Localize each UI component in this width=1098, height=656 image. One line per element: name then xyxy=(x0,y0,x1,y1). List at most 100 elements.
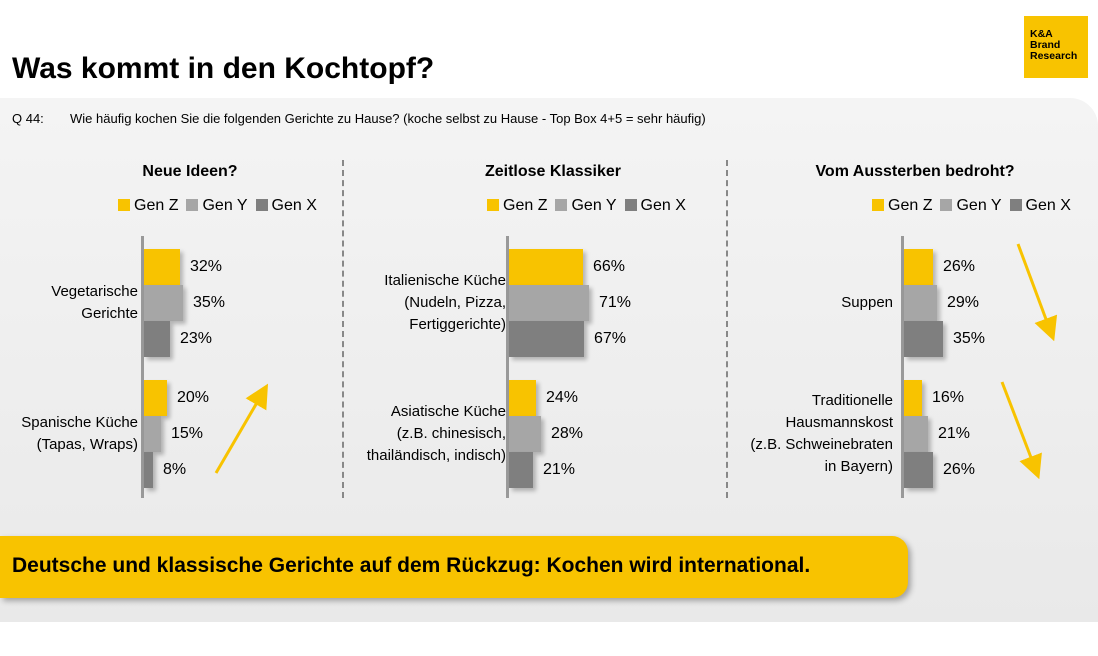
logo-line-1: K&A xyxy=(1030,28,1053,40)
category-label-line: Spanische Küche xyxy=(21,414,138,431)
chart-axis-2 xyxy=(901,236,904,498)
legend-swatch xyxy=(255,199,268,211)
legend-item: Gen X xyxy=(624,197,686,214)
category-label: Asiatische Küche (z.B. chinesisch, thailän… xyxy=(286,401,506,467)
bar-gen-y xyxy=(509,285,589,321)
category-label-line: (z.B. chinesisch, xyxy=(396,425,506,442)
legend-swatch xyxy=(940,199,953,211)
bar-value-label: 67% xyxy=(594,330,627,347)
legend-label: Gen Y xyxy=(571,197,617,214)
legend-label: Gen X xyxy=(271,197,317,214)
bar-value-label: 21% xyxy=(543,461,576,478)
bar-value-label: 16% xyxy=(932,389,965,406)
brand-logo: K&A Brand Research xyxy=(1024,16,1088,78)
logo-line-2: Brand xyxy=(1030,39,1061,51)
chart-legend-1: Gen Z Gen Y Gen X xyxy=(487,197,694,215)
question-number: Q 44: xyxy=(12,111,44,126)
bar-gen-y xyxy=(904,416,928,452)
category-label-line: Hausmannskost xyxy=(785,414,893,431)
bar-value-label: 35% xyxy=(953,330,986,347)
legend-label: Gen X xyxy=(1025,197,1071,214)
content-panel xyxy=(0,98,1098,622)
chart-legend-2: Gen Z Gen Y Gen X xyxy=(872,197,1079,215)
legend-swatch xyxy=(1009,199,1022,211)
chart-title-1: Zeitlose Klassiker xyxy=(484,163,622,180)
bar-value-label: 29% xyxy=(947,294,980,311)
bar-value-label: 35% xyxy=(193,294,226,311)
category-label-line: Italienische Küche xyxy=(384,272,506,289)
bar-gen-z xyxy=(904,380,922,416)
bar-value-label: 66% xyxy=(593,258,626,275)
chart-title-0: Neue Ideen? xyxy=(142,163,238,180)
legend-label: Gen Y xyxy=(202,197,248,214)
trend-up-arrow xyxy=(214,383,269,474)
category-label-line: Asiatische Küche xyxy=(390,403,506,420)
legend-item: Gen Y xyxy=(940,197,1002,214)
category-label-line: (Nudeln, Pizza, xyxy=(404,294,506,311)
bar-gen-z xyxy=(904,249,933,285)
legend-item: Gen X xyxy=(255,197,317,214)
legend-swatch xyxy=(487,199,499,211)
legend-item: Gen Z xyxy=(118,197,178,214)
category-label-line: Traditionelle xyxy=(811,392,893,409)
bar-value-label: 71% xyxy=(599,294,632,311)
bar-gen-x xyxy=(144,452,153,488)
legend-label: Gen Z xyxy=(888,197,933,214)
bar-value-label: 21% xyxy=(938,425,971,442)
bar-gen-x xyxy=(904,452,933,488)
bar-gen-y xyxy=(144,285,183,321)
category-label-line: Suppen xyxy=(841,294,893,311)
category-label-line: Gerichte xyxy=(81,305,138,322)
category-label: Spanische Küche (Tapas, Wraps) xyxy=(0,412,138,456)
section-divider-2 xyxy=(726,160,728,498)
category-label-line: Vegetarische xyxy=(51,283,138,300)
bar-gen-x xyxy=(144,321,170,357)
chart-axis-1 xyxy=(506,236,509,498)
legend-label: Gen Z xyxy=(134,197,179,214)
chart-legend-0: Gen Z Gen Y Gen X xyxy=(118,197,325,215)
legend-item: Gen X xyxy=(1009,197,1071,214)
trend-down-arrow-1 xyxy=(1016,243,1058,342)
legend-item: Gen Z xyxy=(487,197,547,214)
bar-value-label: 24% xyxy=(546,389,579,406)
question-text: Wie häufig kochen Sie die folgenden Geri… xyxy=(70,111,706,126)
legend-label: Gen X xyxy=(640,197,686,214)
bar-value-label: 26% xyxy=(943,258,976,275)
question: Q 44: Wie häufig kochen Sie die folgenden… xyxy=(12,111,706,126)
bar-gen-y xyxy=(144,416,161,452)
legend-item: Gen Y xyxy=(555,197,617,214)
legend-swatch xyxy=(624,199,637,211)
category-label: Traditionelle Hausmannskost (z.B. Schweine… xyxy=(673,390,893,478)
trend-down-arrow-2 xyxy=(1000,381,1042,480)
bar-gen-z xyxy=(144,249,180,285)
bar-value-label: 23% xyxy=(180,330,213,347)
legend-item: Gen Z xyxy=(872,197,932,214)
category-label-line: Fertiggerichte) xyxy=(409,316,506,333)
category-label: Italienische Küche (Nudeln, Pizza, Fertigg… xyxy=(286,270,506,336)
section-divider-1 xyxy=(342,160,344,498)
category-label-line: thailändisch, indisch) xyxy=(366,447,506,464)
bar-value-label: 32% xyxy=(190,258,223,275)
legend-swatch xyxy=(872,199,884,211)
bar-gen-z xyxy=(509,380,536,416)
category-label: Vegetarische Gerichte xyxy=(0,281,138,325)
bar-value-label: 26% xyxy=(943,461,976,478)
legend-swatch xyxy=(555,199,568,211)
category-label-line: (Tapas, Wraps) xyxy=(36,436,138,453)
category-label-line: (z.B. Schweinebraten xyxy=(750,436,893,453)
bar-value-label: 28% xyxy=(551,425,584,442)
conclusion-text: Deutsche und klassische Gerichte auf dem… xyxy=(12,554,811,577)
bar-gen-x xyxy=(509,321,584,357)
category-label-line: in Bayern) xyxy=(824,458,893,475)
chart-title-2: Vom Aussterben bedroht? xyxy=(815,163,1015,180)
legend-swatch xyxy=(186,199,199,211)
bar-gen-y xyxy=(509,416,541,452)
legend-label: Gen Y xyxy=(956,197,1002,214)
chart-axis-0 xyxy=(141,236,144,498)
category-label: Suppen xyxy=(673,292,893,314)
bar-gen-z xyxy=(144,380,167,416)
bar-gen-x xyxy=(509,452,533,488)
legend-label: Gen Z xyxy=(503,197,548,214)
bar-value-label: 8% xyxy=(163,461,187,478)
